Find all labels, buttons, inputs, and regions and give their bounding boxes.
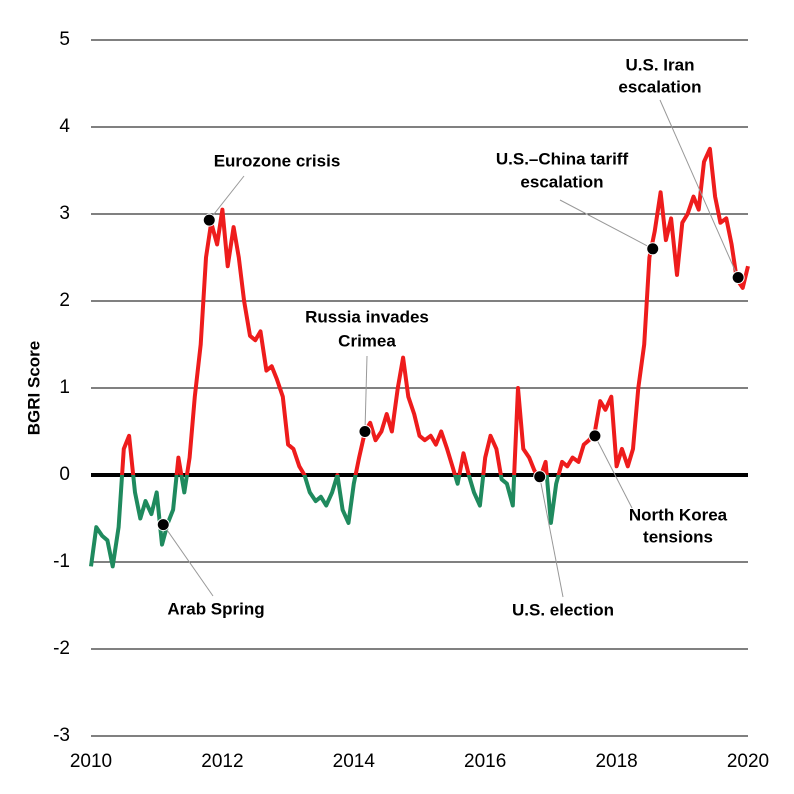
leader-line <box>659 99 739 278</box>
event-dot <box>202 213 216 227</box>
y-axis-label: BGRI Score <box>24 341 43 435</box>
annotation-text: Arab Spring <box>167 599 264 618</box>
y-tick-label: -2 <box>53 638 70 659</box>
y-tick-label: 4 <box>59 116 70 137</box>
leader-line <box>539 476 564 598</box>
annotation-text: Russia invades <box>305 307 429 326</box>
event-dot <box>588 429 602 443</box>
annotation-text: U.S.–China tariff <box>496 149 629 168</box>
y-tick-label: 1 <box>59 377 70 398</box>
event-dot <box>646 242 660 256</box>
x-tick-label: 2010 <box>70 751 112 772</box>
annotation-text: U.S. Iran <box>626 55 695 74</box>
x-tick-label: 2012 <box>201 751 243 772</box>
annotation-text: North Korea <box>629 505 728 524</box>
x-tick-label: 2020 <box>727 751 769 772</box>
leader-line <box>364 355 368 432</box>
annotation-text: U.S. election <box>512 600 614 619</box>
line-below <box>89 475 561 569</box>
event-dot <box>731 271 745 285</box>
x-tick-label: 2014 <box>333 751 376 772</box>
leader-line <box>162 524 214 597</box>
annotation-text: escalation <box>618 77 701 96</box>
annotation-text: escalation <box>520 172 603 191</box>
annotation-text: Eurozone crisis <box>214 151 341 170</box>
y-tick-label: 0 <box>59 464 70 485</box>
x-tick-label: 2018 <box>595 751 637 772</box>
annotation-text: tensions <box>643 527 713 546</box>
leader-line <box>208 175 245 221</box>
y-tick-label: 5 <box>59 29 70 50</box>
y-tick-label: 2 <box>59 290 70 311</box>
event-dot <box>358 425 372 438</box>
y-tick-label: -1 <box>53 551 70 572</box>
y-tick-label: -3 <box>53 725 70 746</box>
x-tick-label: 2016 <box>464 751 506 772</box>
line-above <box>120 146 750 475</box>
event-dot <box>156 518 170 532</box>
leader-line <box>559 199 653 250</box>
annotation-text: Crimea <box>338 331 396 350</box>
event-dot <box>533 470 547 484</box>
y-tick-label: 3 <box>59 203 70 224</box>
leader-line <box>594 435 633 509</box>
